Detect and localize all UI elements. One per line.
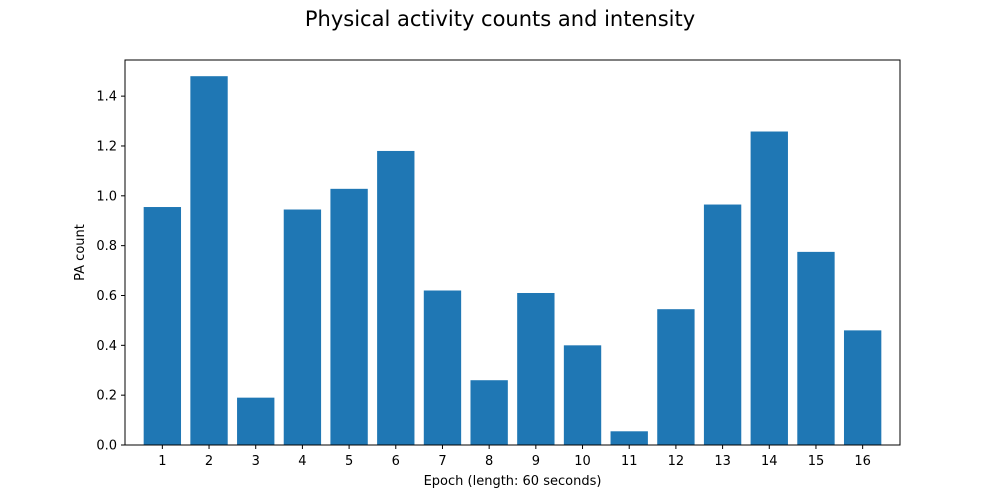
x-tick-label: 4 xyxy=(298,454,306,469)
bar-epoch-7 xyxy=(423,290,462,445)
bar-epoch-13 xyxy=(703,204,742,445)
x-tick-label: 3 xyxy=(252,454,260,469)
bar-epoch-6 xyxy=(377,150,415,445)
y-axis-label: PA count xyxy=(73,224,88,281)
bar-epoch-5 xyxy=(330,188,368,445)
x-tick-label: 1 xyxy=(158,454,166,469)
bar-epoch-4 xyxy=(283,209,322,445)
x-axis-ticks: 1 2 3 4 5 6 7 8 9 10 11 12 13 14 15 16 xyxy=(158,445,871,469)
bar-epoch-3 xyxy=(237,397,275,445)
bar-epoch-1 xyxy=(143,207,182,445)
y-tick-label: 0.8 xyxy=(96,239,117,254)
x-axis-label: Epoch (length: 60 seconds) xyxy=(424,474,602,489)
y-tick-label: 0.2 xyxy=(96,389,117,404)
x-tick-label: 7 xyxy=(438,454,446,469)
y-tick-label: 0.0 xyxy=(96,439,117,454)
bar-epoch-10 xyxy=(563,345,602,445)
x-tick-label: 15 xyxy=(808,454,825,469)
bar-epoch-14 xyxy=(750,131,788,445)
x-tick-label: 11 xyxy=(621,454,638,469)
bar-epoch-2 xyxy=(190,76,228,445)
x-tick-label: 6 xyxy=(392,454,400,469)
x-tick-label: 9 xyxy=(532,454,540,469)
bar-epoch-15 xyxy=(797,251,835,445)
y-tick-label: 1.0 xyxy=(96,189,117,204)
plot-frame xyxy=(124,59,901,446)
x-tick-label: 8 xyxy=(485,454,493,469)
y-axis-ticks: 0.0 0.2 0.4 0.6 0.8 1.0 1.2 1.4 xyxy=(96,90,125,454)
bars-group xyxy=(143,76,882,445)
y-tick-label: 1.4 xyxy=(96,90,117,105)
bar-epoch-12 xyxy=(657,309,695,445)
x-tick-label: 5 xyxy=(345,454,353,469)
y-tick-label: 0.6 xyxy=(96,289,117,304)
bar-epoch-9 xyxy=(517,292,555,445)
x-tick-label: 2 xyxy=(205,454,213,469)
x-tick-label: 16 xyxy=(854,454,871,469)
x-tick-label: 12 xyxy=(668,454,685,469)
chart-title: Physical activity counts and intensity xyxy=(305,7,695,31)
bar-epoch-16 xyxy=(843,330,882,445)
bar-epoch-8 xyxy=(470,380,508,445)
x-tick-label: 13 xyxy=(714,454,731,469)
y-tick-label: 0.4 xyxy=(96,339,117,354)
y-tick-label: 1.2 xyxy=(96,139,117,154)
x-tick-label: 10 xyxy=(574,454,591,469)
bar-epoch-11 xyxy=(610,431,648,445)
x-tick-label: 14 xyxy=(761,454,778,469)
